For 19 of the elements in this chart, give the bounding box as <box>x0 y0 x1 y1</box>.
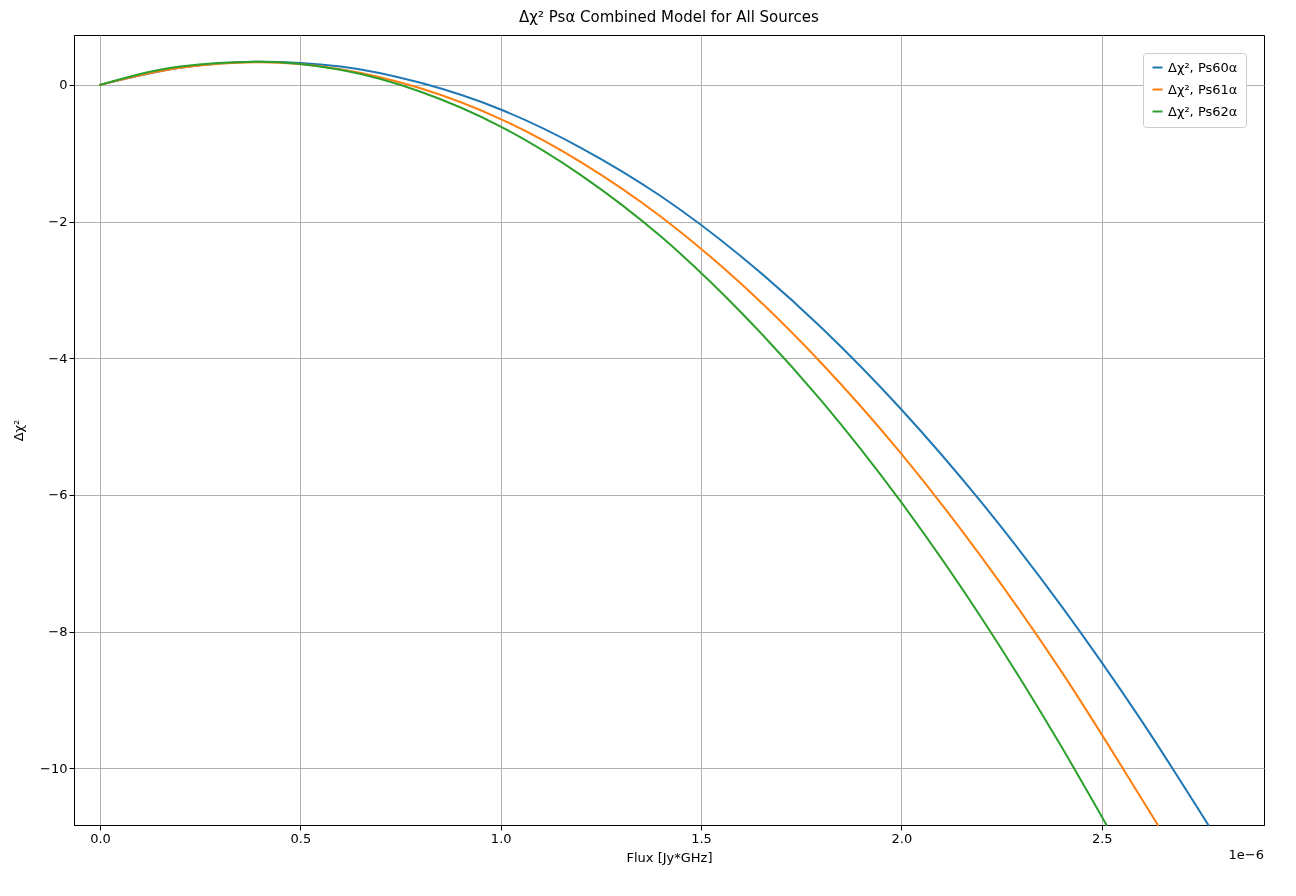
x-tick-label: 1.0 <box>490 830 512 846</box>
y-tick-label: −6 <box>48 487 68 503</box>
y-tick-label: −4 <box>48 350 68 366</box>
y-tick-label: −2 <box>48 214 68 230</box>
chart-title: Δχ² Psα Combined Model for All Sources <box>519 8 820 26</box>
x-axis-title: Flux [Jy*GHz] <box>626 849 713 865</box>
x-tick-label: 2.5 <box>1091 830 1113 846</box>
x-tick-label: 0.5 <box>290 830 312 846</box>
text: 1e−6 <box>1228 847 1264 862</box>
legend-label: Δχ², Ps61α <box>1168 81 1238 97</box>
legend-label: Δχ², Ps60α <box>1168 59 1238 75</box>
x-tick-label: 0.0 <box>90 830 111 846</box>
y-tick-label: −10 <box>40 760 68 776</box>
y-axis-title: Δχ² <box>11 419 27 442</box>
legend-label: Δχ², Ps62α <box>1168 103 1238 119</box>
y-tick-label: −8 <box>48 624 68 640</box>
y-tick-label: 0 <box>59 77 68 93</box>
x-tick-label: 1.5 <box>691 830 712 846</box>
x-tick-label: 2.0 <box>891 830 913 846</box>
